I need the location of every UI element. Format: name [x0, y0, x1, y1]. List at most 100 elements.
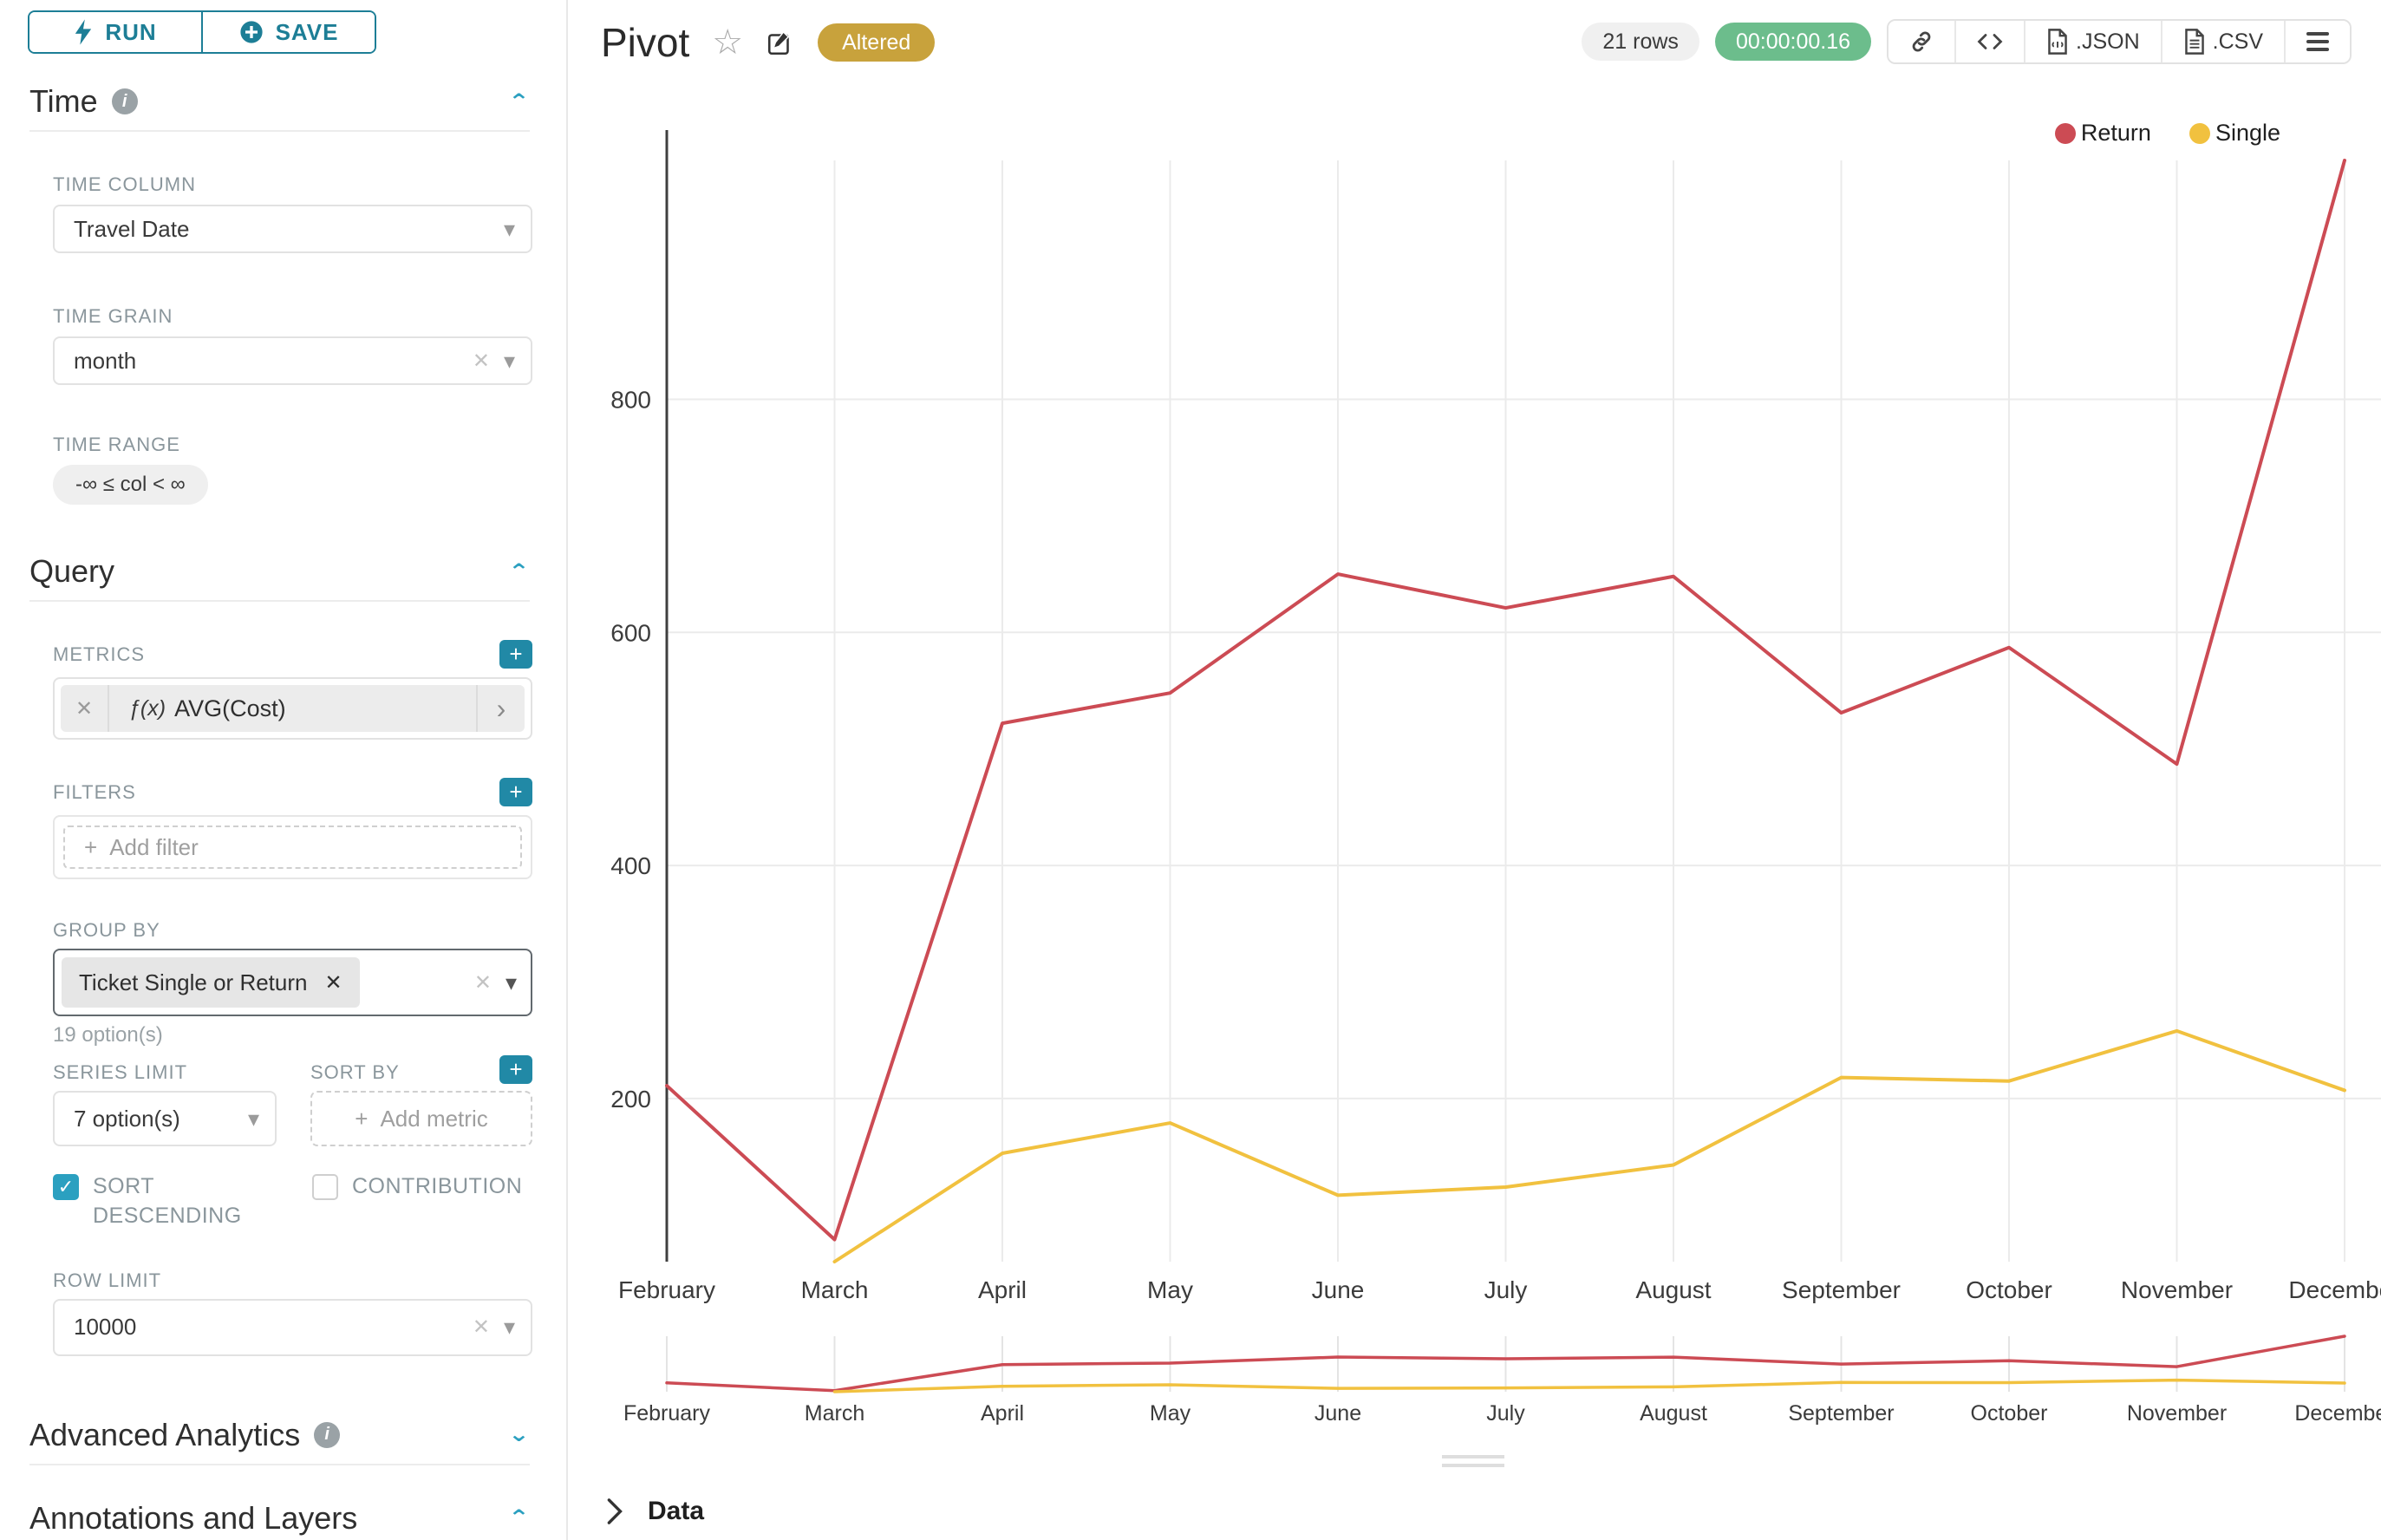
svg-text:February: February	[623, 1401, 711, 1426]
export-json-label: .JSON	[2076, 29, 2140, 54]
time-grain-select[interactable]: month ✕ ▾	[53, 336, 532, 385]
chart-header: Pivot ☆ Altered	[601, 19, 936, 66]
svg-text:May: May	[1147, 1276, 1193, 1303]
chevron-right-icon[interactable]: ›	[476, 685, 525, 732]
favorite-star-icon[interactable]: ☆	[712, 23, 744, 62]
row-limit-select[interactable]: 10000 ✕ ▾	[53, 1298, 532, 1356]
svg-text:September: September	[1788, 1401, 1894, 1426]
plus-icon: +	[355, 1105, 369, 1132]
svg-text:March: March	[801, 1276, 869, 1303]
time-grain-value: month	[74, 347, 137, 374]
group-by-chip[interactable]: Ticket Single or Return ✕	[62, 957, 360, 1008]
svg-text:March: March	[805, 1401, 864, 1426]
link-icon	[1912, 31, 1931, 52]
group-by-chip-label: Ticket Single or Return	[79, 969, 308, 995]
filters-label: FILTERS	[53, 780, 136, 803]
chevron-up-icon[interactable]: ⌃	[507, 559, 530, 584]
chart-legend: Return Single	[2054, 120, 2280, 147]
remove-metric-icon[interactable]: ✕	[61, 685, 109, 732]
svg-text:July: July	[1484, 1276, 1528, 1303]
checkbox-checked-icon: ✓	[53, 1174, 79, 1200]
svg-text:September: September	[1782, 1276, 1901, 1303]
svg-text:October: October	[1966, 1276, 2052, 1303]
info-icon[interactable]: i	[111, 88, 138, 114]
svg-text:December: December	[2294, 1401, 2381, 1426]
metric-name: AVG(Cost)	[174, 695, 286, 721]
series-limit-label: SERIES LIMIT	[53, 1061, 188, 1083]
metrics-box: ✕ ƒ(x) AVG(Cost) ›	[53, 677, 532, 740]
export-csv-button[interactable]: .CSV	[2160, 21, 2284, 62]
clear-icon[interactable]: ✕	[473, 970, 492, 995]
export-json-button[interactable]: .JSON	[2024, 21, 2161, 62]
altered-badge[interactable]: Altered	[818, 23, 936, 62]
time-column-label: TIME COLUMN	[53, 173, 196, 195]
info-icon[interactable]: i	[314, 1421, 341, 1448]
add-filter-button[interactable]: + Add filter	[63, 825, 522, 869]
row-limit-value: 10000	[74, 1314, 137, 1340]
group-by-select[interactable]: Ticket Single or Return ✕ ✕ ▾	[53, 949, 532, 1016]
save-button[interactable]: SAVE	[201, 12, 375, 52]
time-column-select[interactable]: Travel Date ▾	[53, 205, 532, 253]
add-sort-metric-plus-button[interactable]: +	[499, 1054, 532, 1084]
annotations-title: Annotations and Layers	[29, 1499, 358, 1536]
legend-item-return[interactable]: Return	[2054, 120, 2151, 147]
time-section-header[interactable]: Time i ⌃	[29, 83, 530, 120]
svg-text:August: August	[1640, 1401, 1707, 1426]
query-section-header[interactable]: Query ⌃	[29, 553, 530, 590]
svg-text:April: April	[981, 1401, 1024, 1426]
remove-chip-icon[interactable]: ✕	[324, 970, 342, 995]
contribution-checkbox[interactable]: CONTRIBUTION	[312, 1172, 522, 1231]
add-sort-metric-button[interactable]: + Add metric	[312, 1093, 531, 1145]
clear-icon[interactable]: ✕	[472, 349, 490, 373]
sort-by-placeholder: Add metric	[380, 1105, 488, 1132]
add-filter-plus-button[interactable]: +	[499, 778, 532, 806]
chevron-up-icon[interactable]: ⌃	[507, 1506, 530, 1530]
copy-link-button[interactable]	[1888, 21, 1955, 62]
time-range-pill[interactable]: -∞ ≤ col < ∞	[53, 465, 208, 505]
edit-pencil-icon[interactable]	[766, 28, 795, 57]
line-chart-canvas[interactable]: 200 400 600 800 February March April May June Jul…	[570, 0, 2381, 1474]
advanced-analytics-section-header[interactable]: Advanced Analytics i ⌄	[29, 1417, 530, 1453]
annotations-section-header[interactable]: Annotations and Layers ⌃	[29, 1500, 530, 1537]
chevron-up-icon[interactable]: ⌃	[507, 89, 530, 114]
metric-pill-avg-cost[interactable]: ✕ ƒ(x) AVG(Cost) ›	[61, 685, 525, 732]
filters-box: + Add filter	[53, 815, 532, 879]
csv-file-icon	[2184, 29, 2204, 55]
svg-text:400: 400	[610, 852, 651, 879]
svg-text:200: 200	[610, 1086, 651, 1113]
checkbox-unchecked-icon	[312, 1174, 338, 1200]
range-selector-drag-handle[interactable]	[1442, 1455, 1504, 1472]
row-limit-label: ROW LIMIT	[53, 1269, 162, 1291]
caret-down-icon: ▾	[503, 215, 515, 242]
clear-icon[interactable]: ✕	[472, 1315, 490, 1339]
json-file-icon	[2048, 29, 2067, 55]
data-panel-toggle[interactable]: Data	[604, 1497, 704, 1526]
chart-toolbar: 21 rows 00:00:00.16 .JSON	[1582, 19, 2352, 64]
legend-item-single[interactable]: Single	[2189, 120, 2280, 147]
chevron-down-icon[interactable]: ⌄	[507, 1423, 530, 1446]
svg-text:April: April	[978, 1276, 1027, 1303]
run-button[interactable]: RUN	[29, 12, 201, 52]
lightning-bolt-icon	[75, 19, 92, 45]
sort-descending-checkbox[interactable]: ✓ SORT DESCENDING	[53, 1172, 312, 1231]
legend-dot-single	[2189, 122, 2210, 144]
run-button-label: RUN	[105, 18, 157, 45]
section-divider	[29, 600, 530, 602]
svg-text:800: 800	[610, 387, 651, 414]
add-metric-plus-button[interactable]: +	[499, 640, 532, 669]
options-count-hint: 19 option(s)	[53, 1023, 163, 1047]
svg-text:February: February	[618, 1276, 715, 1303]
caret-down-icon: ▾	[503, 1314, 515, 1340]
time-section-title: Time	[29, 83, 98, 119]
more-options-menu-button[interactable]	[2284, 21, 2350, 62]
caret-down-icon: ▾	[503, 347, 515, 374]
sort-by-box: + Add metric	[310, 1091, 532, 1146]
series-limit-select[interactable]: 7 option(s) ▾	[53, 1091, 277, 1146]
legend-dot-return	[2054, 122, 2076, 144]
plus-icon: +	[84, 833, 98, 860]
caret-down-icon: ▾	[247, 1105, 259, 1132]
series-limit-value: 7 option(s)	[74, 1105, 180, 1132]
embed-code-button[interactable]	[1954, 21, 2025, 62]
export-button-group: .JSON .CSV	[1887, 19, 2352, 64]
svg-text:November: November	[2127, 1401, 2227, 1426]
